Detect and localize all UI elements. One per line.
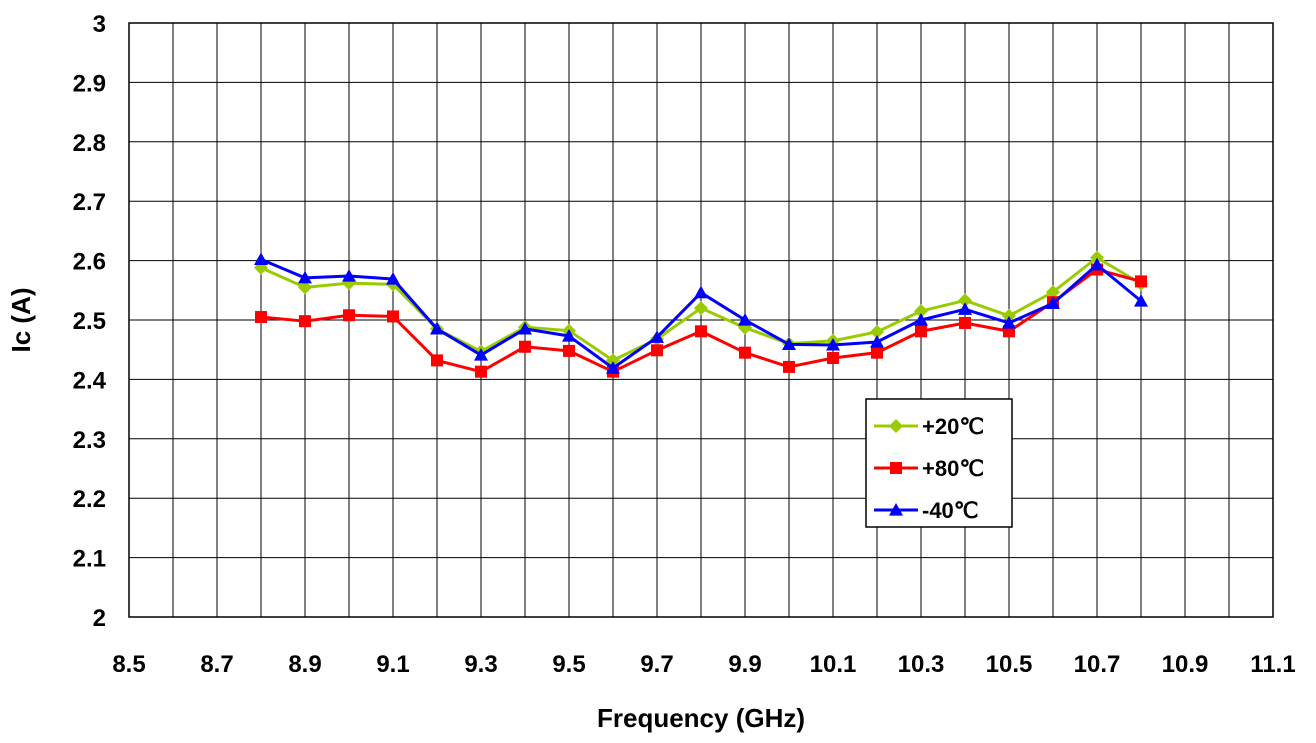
data-point [650,330,664,343]
data-point [695,325,707,338]
data-point [651,344,663,357]
data-point [387,310,399,323]
data-point [562,329,576,342]
legend-label: +20℃ [922,414,984,439]
data-point [474,348,488,361]
y-tick-label: 2.6 [73,249,106,276]
data-point [1002,308,1016,323]
legend-label: -40℃ [922,498,979,523]
data-point [342,269,356,282]
series-group [254,250,1148,378]
data-point [255,311,267,324]
x-tick-label: 8.5 [112,651,145,678]
legend-item: +20℃ [874,414,984,439]
data-point [738,313,752,326]
data-point [958,293,972,308]
x-tick-label: 10.3 [898,651,945,678]
x-tick-label: 10.7 [1074,651,1121,678]
legend-label: +80℃ [922,456,984,481]
y-axis-ticks: 2 2.1 2.2 2.3 2.4 2.5 2.6 2.7 2.8 2.9 3 [73,11,107,632]
x-tick-label: 10.9 [1162,651,1209,678]
series-2 [254,252,1148,374]
y-tick-label: 3 [93,11,106,38]
y-tick-label: 2.4 [73,367,107,394]
y-tick-label: 2 [93,605,106,632]
x-tick-label: 8.7 [200,651,233,678]
data-point [563,344,575,357]
data-point [694,301,708,316]
y-tick-label: 2.5 [73,308,106,335]
data-point [1002,315,1016,329]
y-tick-label: 2.7 [73,189,106,216]
data-point [386,272,400,285]
legend-item: -40℃ [874,498,979,523]
data-point [694,285,708,299]
x-tick-label: 9.1 [376,651,409,678]
legend-swatch-marker [889,419,903,433]
x-tick-label: 9.9 [728,651,761,678]
x-tick-label: 9.7 [640,651,673,678]
data-point [430,321,444,335]
data-point [298,280,312,295]
legend-swatch-marker [890,462,902,474]
data-point [870,334,884,348]
y-tick-label: 2.9 [73,70,106,97]
data-point [959,316,971,329]
data-point [958,302,972,315]
y-axis-title: Ic (A) [6,288,36,353]
data-point [739,346,751,359]
y-tick-label: 2.3 [73,427,106,454]
data-point [518,321,532,335]
y-tick-label: 2.8 [73,130,106,157]
data-point [1135,275,1147,288]
x-tick-label: 8.9 [288,651,321,678]
data-point [1090,257,1104,271]
x-tick-label: 10.1 [810,651,857,678]
y-tick-label: 2.2 [73,486,106,513]
data-point [606,361,620,374]
data-point [475,365,487,378]
data-point [782,337,796,350]
data-point [870,324,884,339]
x-tick-label: 9.5 [552,651,585,678]
data-point [299,315,311,328]
data-point [1090,250,1104,265]
data-point [871,346,883,359]
data-point [519,340,531,353]
y-tick-label: 2.1 [73,546,106,573]
data-point [298,270,312,284]
plot-frame [128,22,1274,618]
data-point [827,352,839,365]
legend-item: +80℃ [874,456,984,481]
data-point [914,313,928,326]
data-point [343,309,355,322]
x-axis-ticks: 8.5 8.7 8.9 9.1 9.3 9.5 9.7 9.9 10.1 10.3 10.5 10.7… [112,651,1295,678]
data-point [915,325,927,338]
legend-swatch-marker [889,503,903,516]
x-tick-label: 10.5 [986,651,1033,678]
legend: +20℃ +80℃ -40℃ [865,398,1013,528]
data-point [914,304,928,319]
data-point [1046,296,1060,309]
data-point [826,337,840,351]
x-axis-title: Frequency (GHz) [597,703,805,733]
data-point [1046,285,1060,300]
data-point [783,360,795,373]
x-tick-label: 11.1 [1250,651,1295,678]
data-point [254,252,268,266]
data-point [1134,293,1148,307]
data-point [431,354,443,367]
x-tick-label: 9.3 [464,651,497,678]
